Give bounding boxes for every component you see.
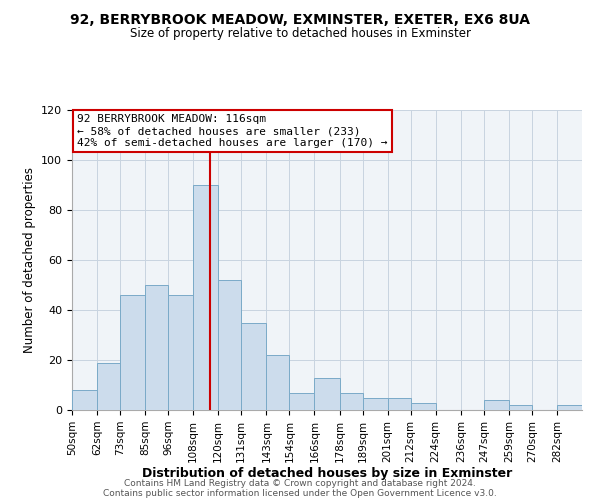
Bar [509,405,532,410]
Bar [340,392,362,410]
Bar [218,280,241,410]
X-axis label: Distribution of detached houses by size in Exminster: Distribution of detached houses by size … [142,468,512,480]
Bar [120,295,145,410]
Bar [388,398,410,410]
Bar [362,398,388,410]
Text: Contains HM Land Registry data © Crown copyright and database right 2024.: Contains HM Land Registry data © Crown c… [124,478,476,488]
Bar [266,355,289,410]
Bar [97,362,120,410]
Y-axis label: Number of detached properties: Number of detached properties [23,167,35,353]
Bar [410,402,436,410]
Text: 92, BERRYBROOK MEADOW, EXMINSTER, EXETER, EX6 8UA: 92, BERRYBROOK MEADOW, EXMINSTER, EXETER… [70,12,530,26]
Bar [168,295,193,410]
Bar [241,322,266,410]
Bar [145,285,168,410]
Bar [72,390,97,410]
Text: 92 BERRYBROOK MEADOW: 116sqm
← 58% of detached houses are smaller (233)
42% of s: 92 BERRYBROOK MEADOW: 116sqm ← 58% of de… [77,114,388,148]
Bar [289,392,314,410]
Bar [193,185,218,410]
Text: Contains public sector information licensed under the Open Government Licence v3: Contains public sector information licen… [103,488,497,498]
Bar [484,400,509,410]
Text: Size of property relative to detached houses in Exminster: Size of property relative to detached ho… [130,28,470,40]
Bar [314,378,340,410]
Bar [557,405,582,410]
